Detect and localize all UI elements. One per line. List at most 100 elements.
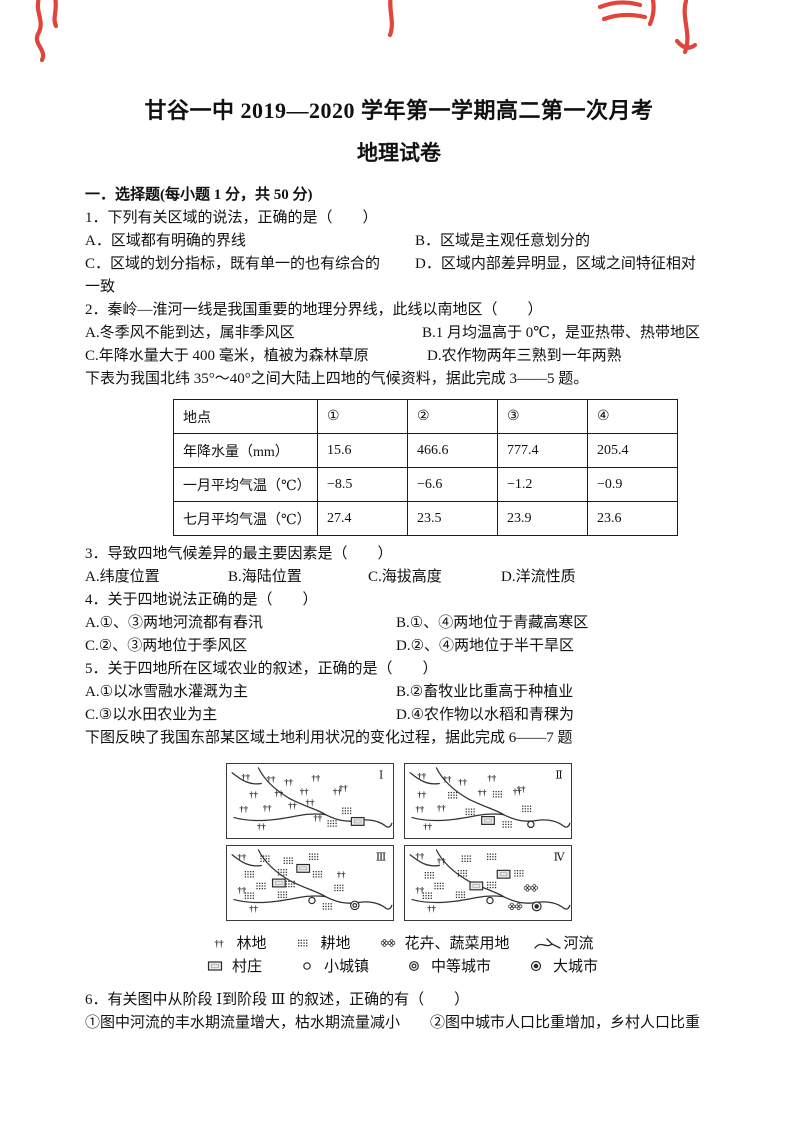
map-symbol-farmland-icon bbox=[457, 870, 467, 877]
map-symbol-forest-icon: †† bbox=[417, 771, 426, 781]
q5-options-cd: C.③以水田农业为主 D.④农作物以水稻和青稞为 bbox=[85, 704, 713, 727]
svg-text:††: †† bbox=[458, 777, 467, 787]
map-symbol-farmland-icon bbox=[283, 857, 293, 864]
map-symbol-farmland-icon bbox=[487, 853, 497, 861]
svg-text:††: †† bbox=[257, 822, 266, 832]
table-cell: ① bbox=[317, 399, 408, 434]
map-symbol-farmland-icon bbox=[434, 882, 444, 890]
legend-label: 大城市 bbox=[553, 959, 599, 975]
svg-text:††: †† bbox=[423, 822, 432, 832]
map-symbol-farmland-icon bbox=[322, 903, 332, 910]
q5-stem: 5．关于四地所在区域农业的叙述，正确的是（ ） bbox=[85, 661, 438, 677]
map-symbol-farmland-icon bbox=[277, 891, 288, 898]
exam-title: 甘谷一中 2019—2020 学年第一学期高二第一次月考 bbox=[144, 98, 654, 123]
svg-text:††: †† bbox=[215, 938, 225, 948]
svg-text:††: †† bbox=[313, 813, 322, 823]
q1-option-c: C．区域的划分指标，既有单一的也有综合的 bbox=[85, 256, 381, 272]
legend-item-farmland: 耕地 bbox=[288, 932, 351, 953]
svg-text:††: †† bbox=[311, 773, 320, 783]
map-symbol-farmland-icon bbox=[522, 805, 532, 813]
svg-text:††: †† bbox=[249, 790, 258, 800]
legend-label: 林地 bbox=[236, 936, 267, 952]
land-use-figure-intro: 下图反映了我国东部某区域土地利用状况的变化过程，据此完成 6——7 题 bbox=[85, 730, 573, 746]
q5-option-c: C.③以水田农业为主 bbox=[85, 707, 218, 723]
legend-item-midcity: 中等城市 bbox=[399, 955, 491, 976]
q4-options-cd: C.②、③两地位于季风区 D.②、④两地位于半干旱区 bbox=[85, 635, 713, 658]
svg-text:††: †† bbox=[237, 852, 246, 862]
map-symbol-village-icon bbox=[496, 869, 511, 879]
table-row: 七月平均气温（℃） 27.4 23.5 23.9 23.6 bbox=[173, 501, 678, 536]
map-panel-stage-1: †† †† †† †† †† †† †† †† †† †† †† †† †† †† †† Ⅰ bbox=[226, 763, 394, 839]
svg-text:††: †† bbox=[267, 774, 276, 784]
q1-options-cd: C．区域的划分指标，既有单一的也有综合的 D．区域内部差异明显，区域之间特征相对 bbox=[85, 253, 713, 276]
land-use-map-panels: †† †† †† †† †† †† †† †† †† †† †† †† †† †† †† Ⅰ †† †† †† †† †… bbox=[226, 763, 572, 921]
svg-text:††: †† bbox=[337, 870, 346, 880]
legend-row-2: 村庄 小城镇 中等城市 大城市 bbox=[200, 954, 598, 977]
map-symbol-forest-icon: †† bbox=[237, 885, 246, 895]
map-symbol-forest-icon: †† bbox=[337, 870, 346, 880]
map-symbol-forest-icon: †† bbox=[458, 777, 467, 787]
map-symbol-village-icon bbox=[296, 863, 311, 873]
map-symbol-forest-icon: †† bbox=[443, 774, 452, 784]
map-symbol-forest-icon: †† bbox=[417, 790, 426, 800]
q6-statements: ①图中河流的丰水期流量增大，枯水期流量减小 ②图中城市人口比重增加，乡村人口比重 bbox=[85, 1015, 701, 1031]
q1-option-d-continuation: 一致 bbox=[85, 279, 116, 295]
svg-text:††: †† bbox=[488, 773, 497, 783]
legend-item-river: 河流 bbox=[532, 932, 594, 953]
map-symbol-farmland-icon bbox=[285, 880, 295, 888]
svg-text:††: †† bbox=[249, 904, 258, 914]
map-symbol-forest-icon: †† bbox=[249, 790, 258, 800]
svg-text:††: †† bbox=[288, 800, 297, 810]
map-panel-stage-2: †† †† †† †† †† †† †† †† †† †† †† Ⅱ bbox=[404, 763, 572, 839]
q3-option-d: D.洋流性质 bbox=[501, 569, 576, 585]
map-legend: †† 林地 耕地 花卉、蔬菜用地 河流 村庄 小城镇 中等城市 大城市 bbox=[200, 931, 598, 977]
map-symbol-forest-icon: †† bbox=[415, 804, 424, 814]
map-symbol-forest-icon: †† bbox=[267, 774, 276, 784]
map-symbol-forest-icon: †† bbox=[239, 804, 248, 814]
table-cell: 23.9 bbox=[497, 501, 588, 536]
map-symbol-farmland-icon bbox=[327, 820, 337, 827]
map-symbol-farmland-icon bbox=[309, 853, 319, 861]
panel-stage-label: Ⅳ bbox=[554, 852, 565, 864]
table-row: 一月平均气温（℃） −8.5 −6.6 −1.2 −0.9 bbox=[173, 467, 678, 502]
svg-text:††: †† bbox=[417, 771, 426, 781]
exam-content: 甘谷一中 2019—2020 学年第一学期高二第一次月考 地理试卷 一．选择题(… bbox=[85, 94, 713, 1035]
panel-stage-label: Ⅰ bbox=[379, 770, 383, 782]
q1-options-ab: A．区域都有明确的界线 B．区域是主观任意划分的 bbox=[85, 230, 713, 253]
map-symbol-forest-icon: †† bbox=[241, 772, 250, 782]
climate-table: 地点 ① ② ③ ④ 年降水量（mm） 15.6 466.6 777.4 205.4 一月平均气温（… bbox=[173, 399, 678, 536]
svg-text:††: †† bbox=[339, 783, 348, 793]
midcity-icon bbox=[409, 960, 419, 971]
table-cell: 466.6 bbox=[407, 433, 498, 468]
table-cell: ③ bbox=[497, 399, 588, 434]
legend-label: 耕地 bbox=[320, 936, 351, 952]
svg-text:††: †† bbox=[333, 787, 342, 797]
q3-stem: 3．导致四地气候差异的最主要因素是（ ） bbox=[85, 546, 393, 562]
q3-option-b: B.海陆位置 bbox=[228, 569, 302, 585]
svg-text:††: †† bbox=[284, 777, 293, 787]
map-symbol-farmland-icon bbox=[461, 855, 471, 862]
legend-item-forest: †† 林地 bbox=[204, 932, 267, 953]
map-symbol-farmland-icon bbox=[342, 807, 352, 815]
map-symbol-forest-icon: †† bbox=[274, 789, 283, 799]
svg-text:††: †† bbox=[478, 788, 487, 798]
q3-options: A.纬度位置 B.海陆位置 C.海拔高度 D.洋流性质 bbox=[85, 566, 713, 589]
table-cell: −0.9 bbox=[587, 467, 678, 502]
svg-text:††: †† bbox=[274, 789, 283, 799]
map-symbol-village-icon bbox=[207, 960, 223, 971]
map-symbol-village-icon bbox=[271, 878, 286, 888]
table-cell: 777.4 bbox=[497, 433, 588, 468]
map-symbol-forest-icon: †† bbox=[437, 803, 446, 813]
map-symbol-farmland-icon bbox=[260, 855, 270, 862]
table-cell: −6.6 bbox=[407, 467, 498, 502]
q3-option-c: C.海拔高度 bbox=[368, 569, 442, 585]
map-symbol-bigcity-icon bbox=[530, 960, 542, 971]
q5-option-a: A.①以冰雪融水灌溉为主 bbox=[85, 684, 249, 700]
map-symbol-farmland-icon bbox=[256, 882, 266, 890]
map-symbol-bigcity-icon bbox=[531, 901, 542, 912]
q1-option-d: D．区域内部差异明显，区域之间特征相对 bbox=[415, 256, 696, 272]
legend-label: 河流 bbox=[563, 936, 594, 952]
map-symbol-midcity-icon bbox=[409, 960, 419, 971]
svg-text:††: †† bbox=[300, 787, 309, 797]
map-symbol-flower-icon bbox=[523, 884, 538, 892]
